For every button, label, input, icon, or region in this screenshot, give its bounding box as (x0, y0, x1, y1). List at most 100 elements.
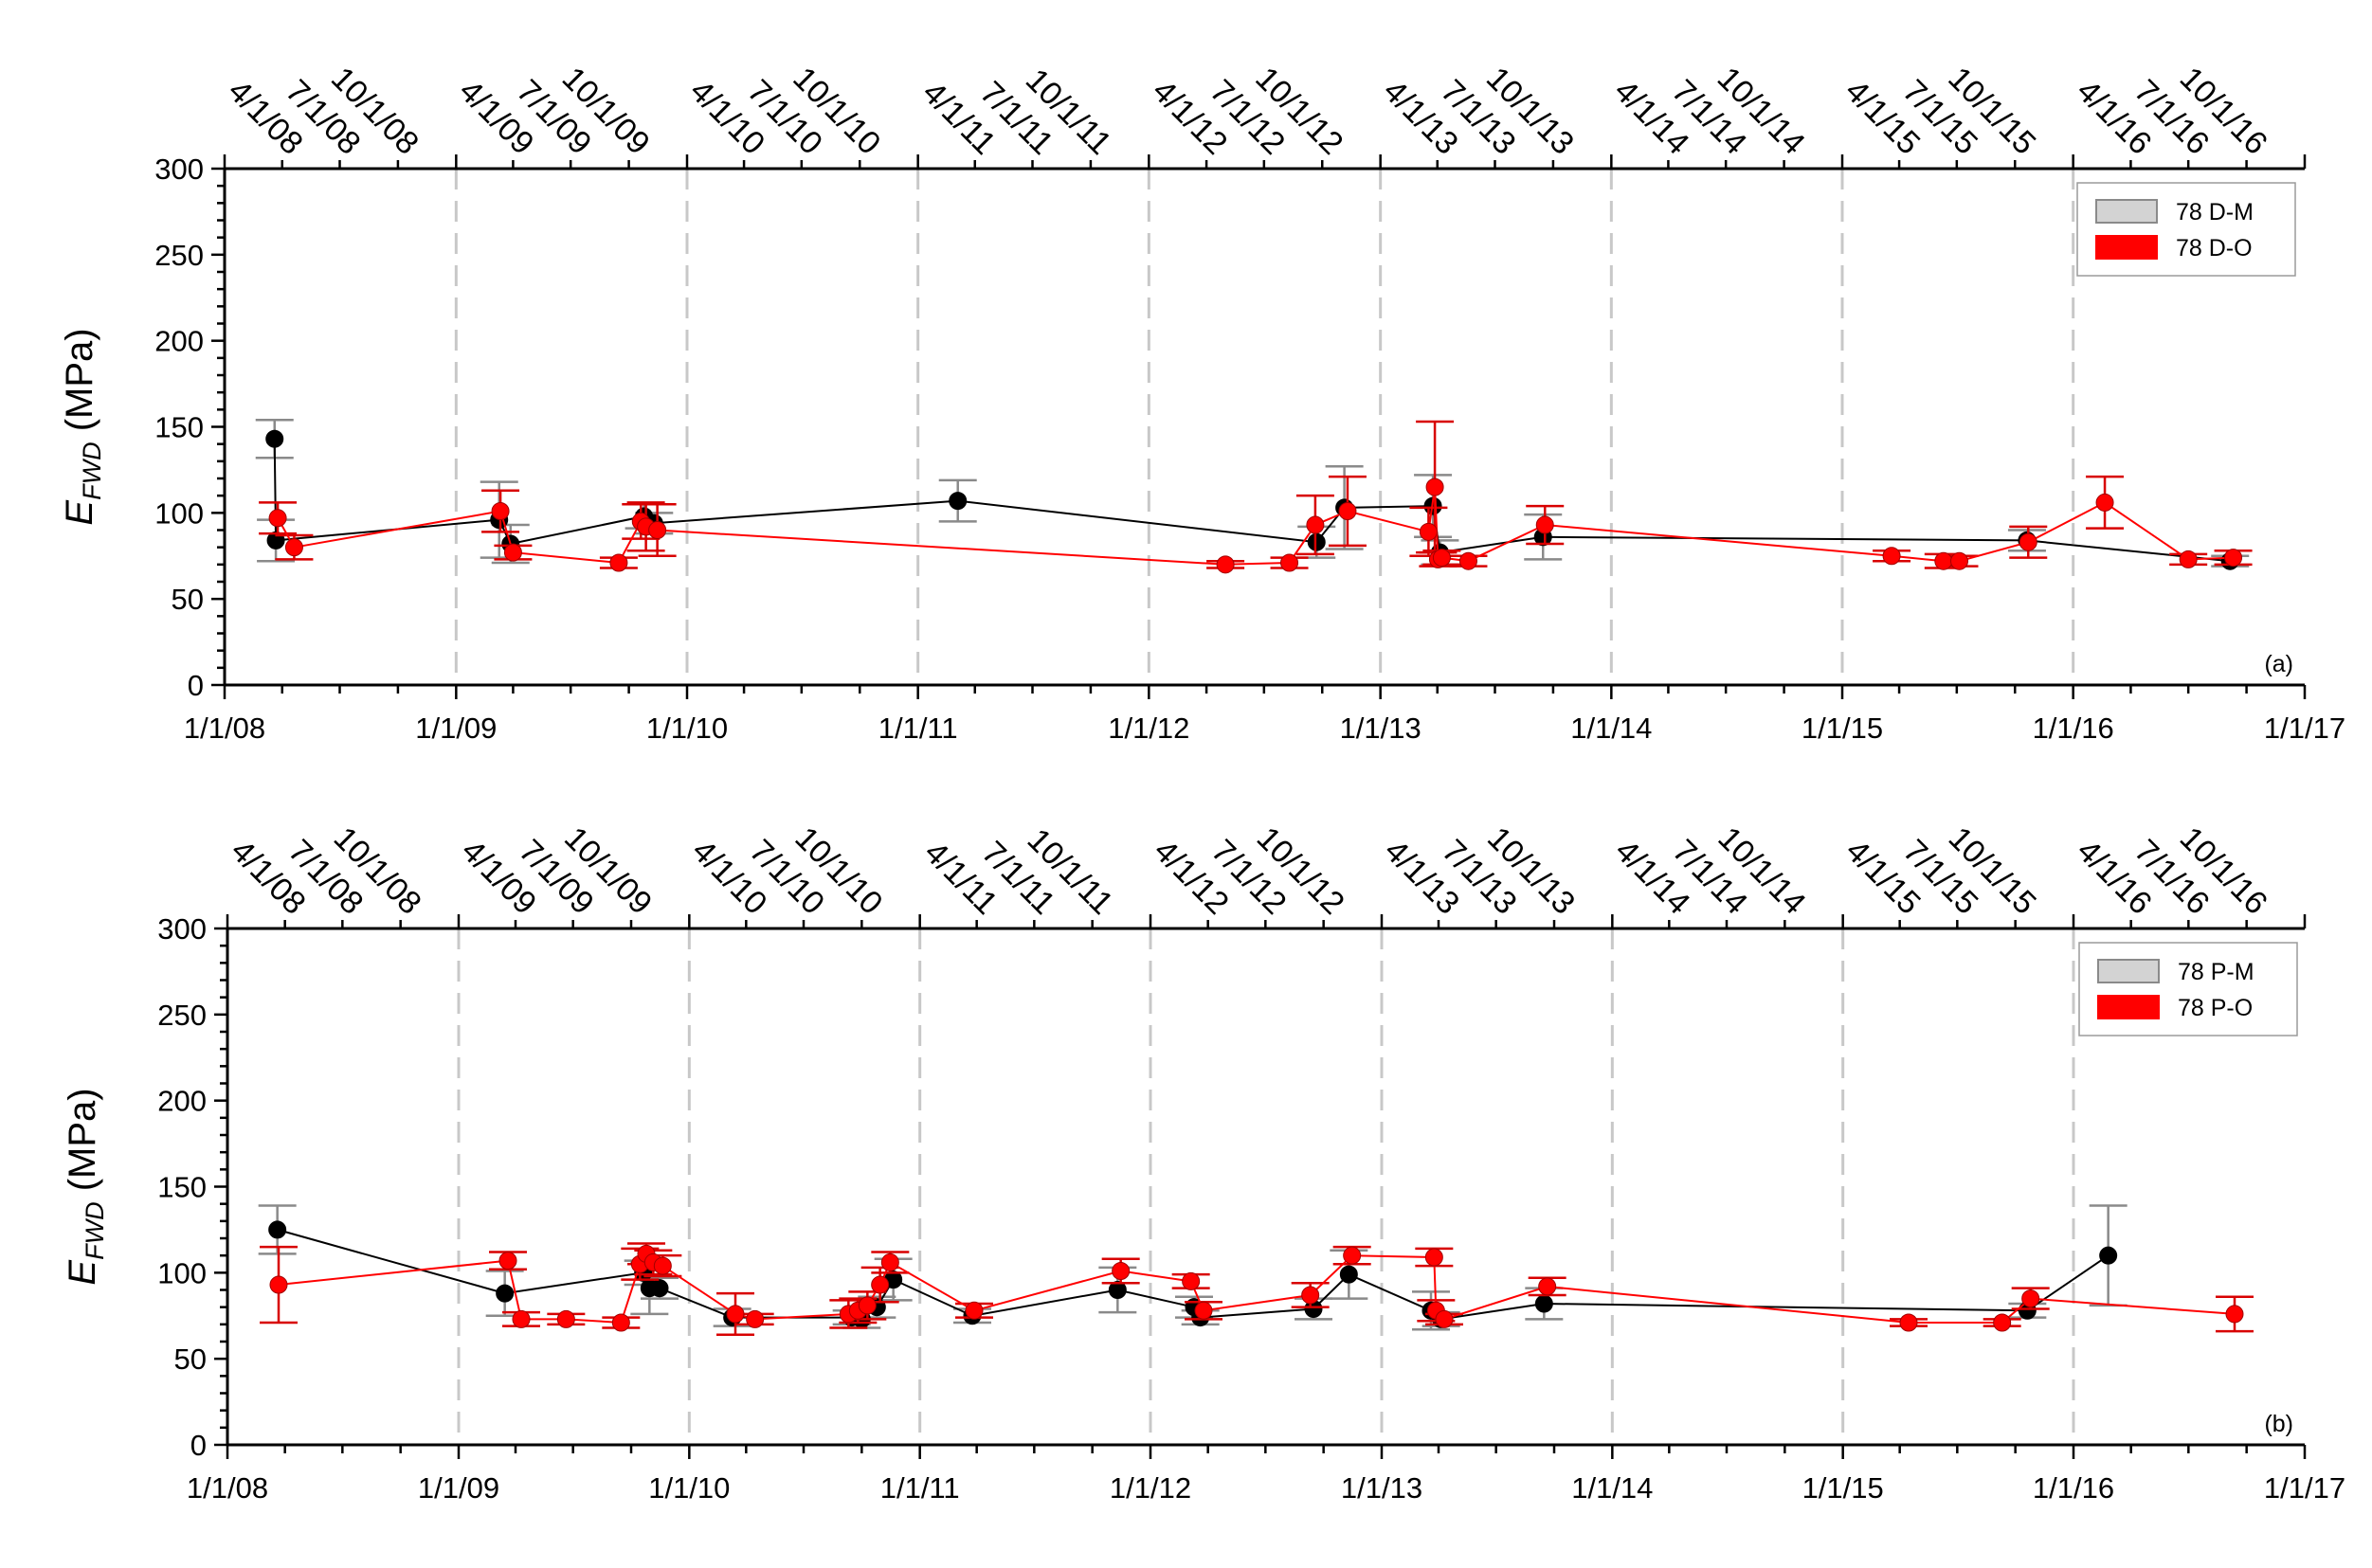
data-point (1194, 1301, 1213, 1320)
data-point (858, 1296, 877, 1315)
data-point (1424, 1248, 1443, 1267)
series-78-d-o (259, 420, 2253, 574)
y-axis-label-unit: (MPa) (62, 1088, 103, 1201)
legend-swatch-observed (2095, 235, 2158, 260)
data-point (2179, 550, 2198, 568)
y-tick-label: 300 (157, 912, 207, 946)
x-tick-label: 1/1/16 (2033, 712, 2114, 745)
x-tick-label: 1/1/09 (418, 1471, 499, 1505)
y-axis-label-sub: FWD (81, 1201, 109, 1259)
legend-label-observed: 78 D-O (2176, 235, 2253, 261)
x-tick-label: 1/1/16 (2033, 1471, 2114, 1505)
data-point (498, 1252, 517, 1271)
data-point (503, 543, 522, 562)
data-point (265, 429, 284, 448)
data-point (611, 1313, 630, 1332)
data-point (491, 502, 510, 521)
y-tick-label: 200 (157, 1085, 207, 1118)
data-point (1112, 1262, 1131, 1281)
data-point (1993, 1313, 2012, 1332)
x-tick-label: 1/1/10 (646, 712, 728, 745)
legend-box (2078, 942, 2298, 1036)
data-point (1538, 1277, 1557, 1296)
x-tick-label: 1/1/12 (1108, 712, 1189, 745)
data-point (1435, 1309, 1454, 1328)
data-point (965, 1301, 984, 1320)
data-point (1280, 553, 1299, 572)
x-tick-label: 1/1/14 (1570, 712, 1652, 745)
data-point (1301, 1286, 1320, 1305)
data-point (2225, 1305, 2244, 1324)
data-point (1458, 551, 1477, 570)
legend-swatch-observed (2097, 995, 2160, 1019)
data-point (1343, 1246, 1362, 1265)
data-point (556, 1309, 575, 1328)
data-point (2224, 549, 2243, 568)
series-line (273, 439, 2231, 563)
data-point (512, 1309, 531, 1328)
data-point (1425, 478, 1444, 496)
y-axis-label-main: E (62, 1259, 103, 1286)
y-axis-label: EFWD (MPa) (62, 1088, 109, 1285)
panel-a: 0 50 100 150 200 250 300 1/1/08 1/1/09 1/1/10 1/1/… (59, 61, 2345, 745)
x-tick-label: 1/1/08 (187, 1471, 268, 1505)
x-tick-label: 1/1/15 (1802, 1471, 1884, 1505)
data-point (1535, 515, 1554, 534)
x-tick-label: 1/1/14 (1571, 1471, 1653, 1505)
data-point (1899, 1313, 1918, 1332)
data-point (1432, 549, 1451, 568)
data-point (1182, 1271, 1201, 1290)
data-point (2019, 532, 2037, 551)
data-point (1882, 547, 1901, 566)
y-tick-label: 300 (154, 153, 204, 186)
panel-b: 0 50 100 150 200 250 300 1/1/08 1/1/09 1/1/10 1/1/… (62, 820, 2345, 1505)
y-tick-label: 100 (157, 1256, 207, 1289)
data-point (1934, 551, 1953, 570)
data-point (1108, 1281, 1127, 1299)
data-point (1307, 532, 1326, 551)
data-point (880, 1253, 899, 1271)
x-tick-label: 1/1/12 (1110, 1471, 1191, 1505)
x-tick-label: 1/1/10 (648, 1471, 730, 1505)
y-tick-label: 250 (157, 999, 207, 1032)
y-axis-label-unit: (MPa) (59, 328, 100, 442)
y-tick-label: 200 (154, 325, 204, 358)
data-point (2099, 1246, 2118, 1265)
legend-label-observed: 78 P-O (2178, 995, 2253, 1021)
data-point (268, 509, 287, 528)
y-tick-label: 0 (190, 1429, 207, 1462)
data-point (1950, 551, 1969, 570)
data-point (871, 1275, 890, 1294)
data-point (650, 1279, 669, 1298)
x-tick-label: 1/1/13 (1340, 712, 1421, 745)
data-point (1339, 1265, 1358, 1284)
series-78-p-m (258, 1204, 2128, 1331)
legend-label-model: 78 P-M (2178, 959, 2254, 985)
series-78-d-m (255, 418, 2250, 570)
data-point (496, 1284, 515, 1303)
y-axis-label-main: E (59, 499, 100, 526)
data-point (268, 1220, 287, 1239)
series-78-p-o (260, 1242, 2254, 1336)
legend: 78 P-M 78 P-O (2078, 942, 2298, 1036)
data-point (1306, 515, 1325, 534)
data-point (653, 1256, 672, 1275)
data-point (2095, 493, 2114, 512)
x-tick-label: 1/1/08 (184, 712, 265, 745)
y-tick-label: 100 (154, 496, 204, 530)
y-axis-label-sub: FWD (78, 442, 106, 499)
x-tick-label: 1/1/17 (2264, 712, 2345, 745)
data-point (1419, 522, 1438, 541)
panel-label: (b) (2264, 1411, 2293, 1437)
y-tick-label: 150 (157, 1171, 207, 1204)
legend: 78 D-M 78 D-O (2076, 182, 2296, 277)
legend-swatch-model (2097, 959, 2160, 983)
y-tick-label: 50 (174, 1343, 207, 1376)
data-point (648, 521, 667, 539)
data-point (1216, 555, 1235, 574)
data-point (1534, 1294, 1553, 1313)
y-tick-label: 0 (188, 669, 204, 702)
y-tick-label: 150 (154, 411, 204, 444)
legend-swatch-model (2095, 199, 2158, 224)
